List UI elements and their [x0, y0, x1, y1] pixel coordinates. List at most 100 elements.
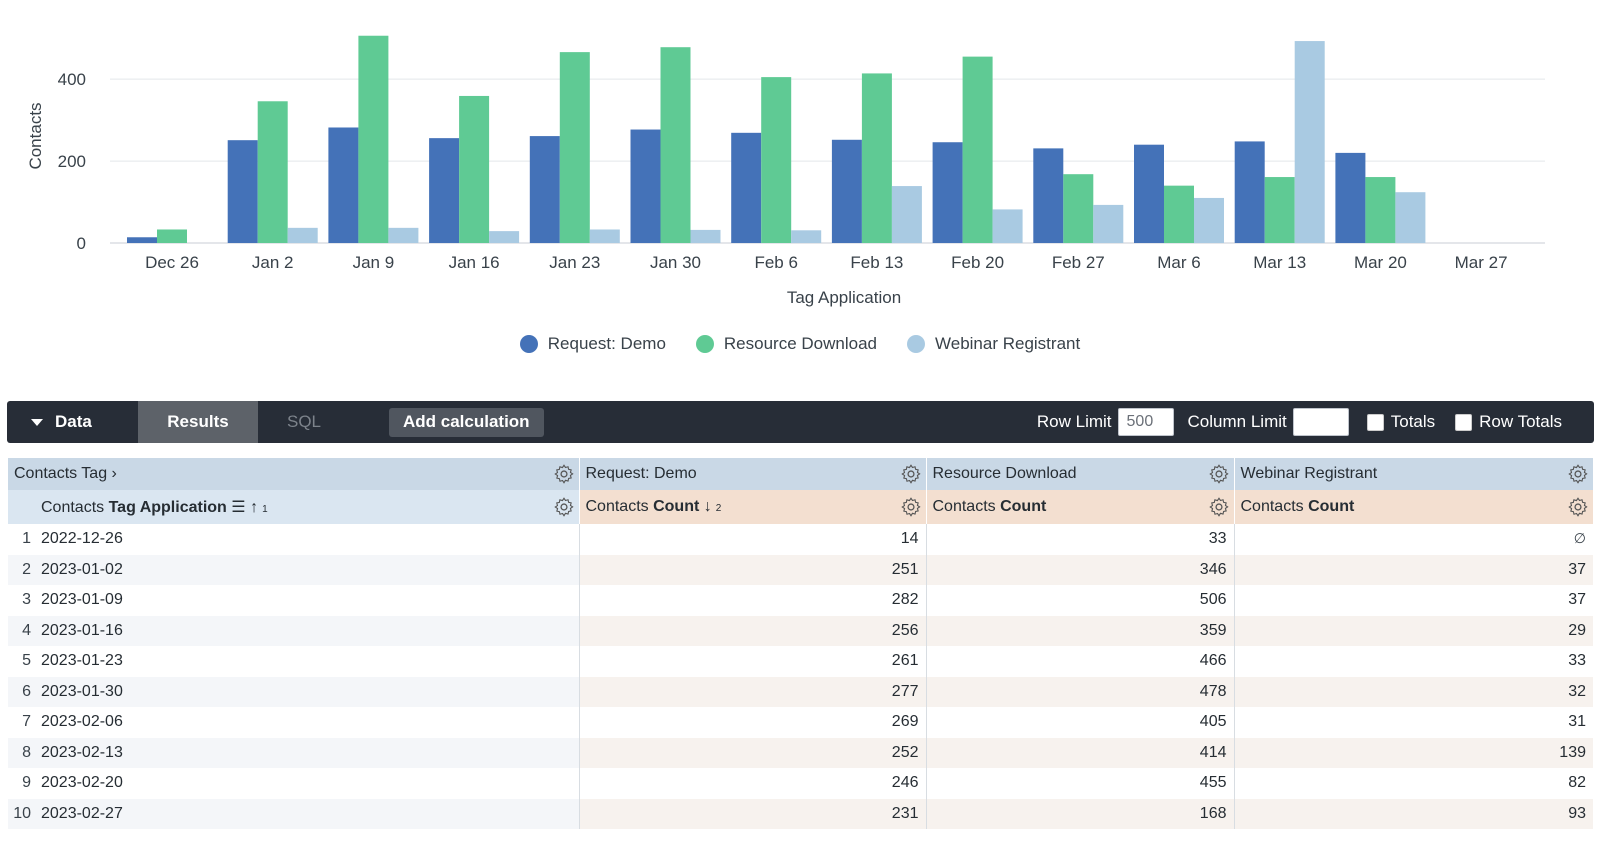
measure-column-header-2[interactable]: Contacts Count [925, 490, 1234, 524]
contacts-count-cell[interactable]: 37 [1234, 554, 1593, 585]
measure-column-header-3[interactable]: Contacts Count [1233, 490, 1593, 524]
contacts-count-cell[interactable]: 252 [579, 737, 927, 768]
gear-icon[interactable] [1567, 463, 1589, 485]
contacts-count-cell[interactable]: 455 [926, 768, 1235, 799]
add-calculation-button[interactable]: Add calculation [389, 407, 544, 437]
bar-webinar-registrant-2[interactable] [388, 227, 419, 243]
bar-webinar-registrant-1[interactable] [287, 227, 318, 243]
contacts-count-cell[interactable]: 414 [926, 737, 1235, 768]
bar-request-demo-11[interactable] [1234, 141, 1265, 243]
gear-icon[interactable] [1567, 496, 1589, 518]
contacts-count-cell[interactable]: 93 [1234, 798, 1593, 829]
bar-webinar-registrant-9[interactable] [1093, 204, 1124, 243]
contacts-count-cell[interactable]: ∅ [1234, 524, 1593, 555]
column-limit-input[interactable] [1292, 408, 1349, 436]
tag-application-cell[interactable]: 2023-01-30 [35, 676, 580, 707]
bar-request-demo-8[interactable] [932, 142, 963, 243]
bar-webinar-registrant-4[interactable] [589, 229, 620, 243]
gear-icon[interactable] [553, 496, 575, 518]
gear-icon[interactable] [553, 463, 575, 485]
bar-webinar-registrant-5[interactable] [690, 229, 721, 243]
contacts-count-cell[interactable]: 282 [579, 585, 927, 616]
bar-resource-download-8[interactable] [962, 56, 993, 243]
measure-column-header-1[interactable]: Contacts Count ↓ 2 [578, 490, 926, 524]
bar-resource-download-1[interactable] [257, 101, 288, 244]
contacts-count-cell[interactable]: 261 [579, 646, 927, 677]
contacts-count-cell[interactable]: 251 [579, 554, 927, 585]
contacts-count-cell[interactable]: 29 [1234, 615, 1593, 646]
bar-request-demo-6[interactable] [731, 132, 762, 243]
legend-item-resource-download[interactable]: Resource Download [695, 334, 877, 354]
pivot-value-header-webinar-registrant[interactable]: Webinar Registrant [1233, 458, 1593, 490]
dimension-column-header[interactable]: Contacts Tag Application ☰ ↑ 1 [35, 490, 579, 524]
bar-webinar-registrant-6[interactable] [791, 230, 822, 243]
contacts-count-cell[interactable]: 231 [579, 798, 927, 829]
bar-resource-download-7[interactable] [861, 73, 892, 244]
tag-application-cell[interactable]: 2023-02-27 [35, 798, 580, 829]
contacts-count-cell[interactable]: 31 [1568, 713, 1586, 731]
tab-results[interactable]: Results [138, 401, 258, 443]
contacts-count-cell[interactable]: 359 [926, 615, 1235, 646]
bar-request-demo-9[interactable] [1033, 148, 1064, 243]
contacts-count-cell[interactable]: 478 [926, 676, 1235, 707]
tag-application-cell[interactable]: 2023-01-16 [35, 615, 580, 646]
bar-request-demo-10[interactable] [1134, 144, 1164, 243]
gear-icon[interactable] [900, 496, 922, 518]
bar-webinar-registrant-10[interactable] [1194, 197, 1224, 243]
tab-sql[interactable]: SQL [286, 412, 322, 431]
bar-resource-download-10[interactable] [1164, 185, 1194, 243]
bar-webinar-registrant-12[interactable] [1395, 192, 1426, 243]
tag-application-cell[interactable]: 2023-02-20 [35, 768, 580, 799]
bar-request-demo-2[interactable] [328, 127, 359, 243]
bar-webinar-registrant-11[interactable] [1294, 41, 1325, 243]
bar-request-demo-12[interactable] [1335, 152, 1366, 243]
bar-request-demo-0[interactable] [127, 237, 157, 243]
pivot-value-header-request-demo[interactable]: Request: Demo [578, 458, 926, 490]
bar-resource-download-9[interactable] [1063, 174, 1094, 243]
tag-application-cell[interactable]: 2023-01-02 [35, 554, 580, 585]
tag-application-cell[interactable]: 2023-01-23 [35, 646, 580, 677]
bar-request-demo-5[interactable] [630, 129, 661, 243]
legend-item-webinar-registrant[interactable]: Webinar Registrant [907, 334, 1080, 354]
bar-webinar-registrant-8[interactable] [992, 209, 1023, 243]
tag-application-cell[interactable]: 2022-12-26 [35, 524, 580, 555]
bar-resource-download-5[interactable] [660, 47, 691, 244]
bar-resource-download-0[interactable] [157, 229, 187, 243]
bar-request-demo-3[interactable] [429, 138, 460, 243]
bar-webinar-registrant-7[interactable] [891, 186, 922, 243]
contacts-count-cell[interactable]: 139 [1234, 737, 1593, 768]
totals-toggle[interactable]: Totals [1366, 412, 1435, 432]
row-limit-input[interactable] [1117, 408, 1174, 436]
pivot-dimension-header[interactable]: Contacts Tag › [8, 458, 579, 490]
contacts-count-cell[interactable]: 466 [926, 646, 1235, 677]
contacts-count-cell[interactable]: 246 [579, 768, 927, 799]
contacts-count-cell[interactable]: 33 [1568, 652, 1586, 670]
bar-resource-download-11[interactable] [1264, 177, 1295, 243]
bar-resource-download-4[interactable] [559, 52, 590, 243]
gear-icon[interactable] [1208, 463, 1230, 485]
pivot-value-header-resource-download[interactable]: Resource Download [925, 458, 1234, 490]
contacts-count-cell[interactable]: 346 [926, 554, 1235, 585]
contacts-count-cell[interactable]: 37 [1568, 591, 1586, 609]
bar-request-demo-1[interactable] [227, 140, 258, 243]
contacts-count-cell[interactable]: 14 [579, 524, 927, 555]
contacts-count-cell[interactable]: 168 [926, 798, 1235, 829]
bar-resource-download-2[interactable] [358, 35, 389, 243]
contacts-count-cell[interactable]: 33 [926, 524, 1235, 555]
contacts-count-cell[interactable]: 277 [579, 676, 927, 707]
totals-checkbox[interactable] [1366, 413, 1384, 431]
bar-resource-download-6[interactable] [761, 77, 792, 243]
contacts-count-cell[interactable]: 269 [579, 707, 927, 738]
bar-request-demo-7[interactable] [831, 139, 862, 243]
bar-request-demo-4[interactable] [529, 136, 560, 243]
contacts-count-cell[interactable]: 82 [1568, 774, 1586, 792]
tag-application-cell[interactable]: 2023-02-13 [35, 737, 580, 768]
contacts-count-cell[interactable]: 506 [926, 585, 1235, 616]
gear-icon[interactable] [900, 463, 922, 485]
contacts-count-cell[interactable]: 32 [1234, 676, 1593, 707]
bar-resource-download-3[interactable] [459, 95, 490, 243]
data-toggle-button[interactable]: Data [7, 401, 138, 443]
row-totals-checkbox[interactable] [1455, 413, 1473, 431]
legend-item-request-demo[interactable]: Request: Demo [519, 334, 666, 354]
contacts-count-cell[interactable]: 405 [926, 707, 1235, 738]
